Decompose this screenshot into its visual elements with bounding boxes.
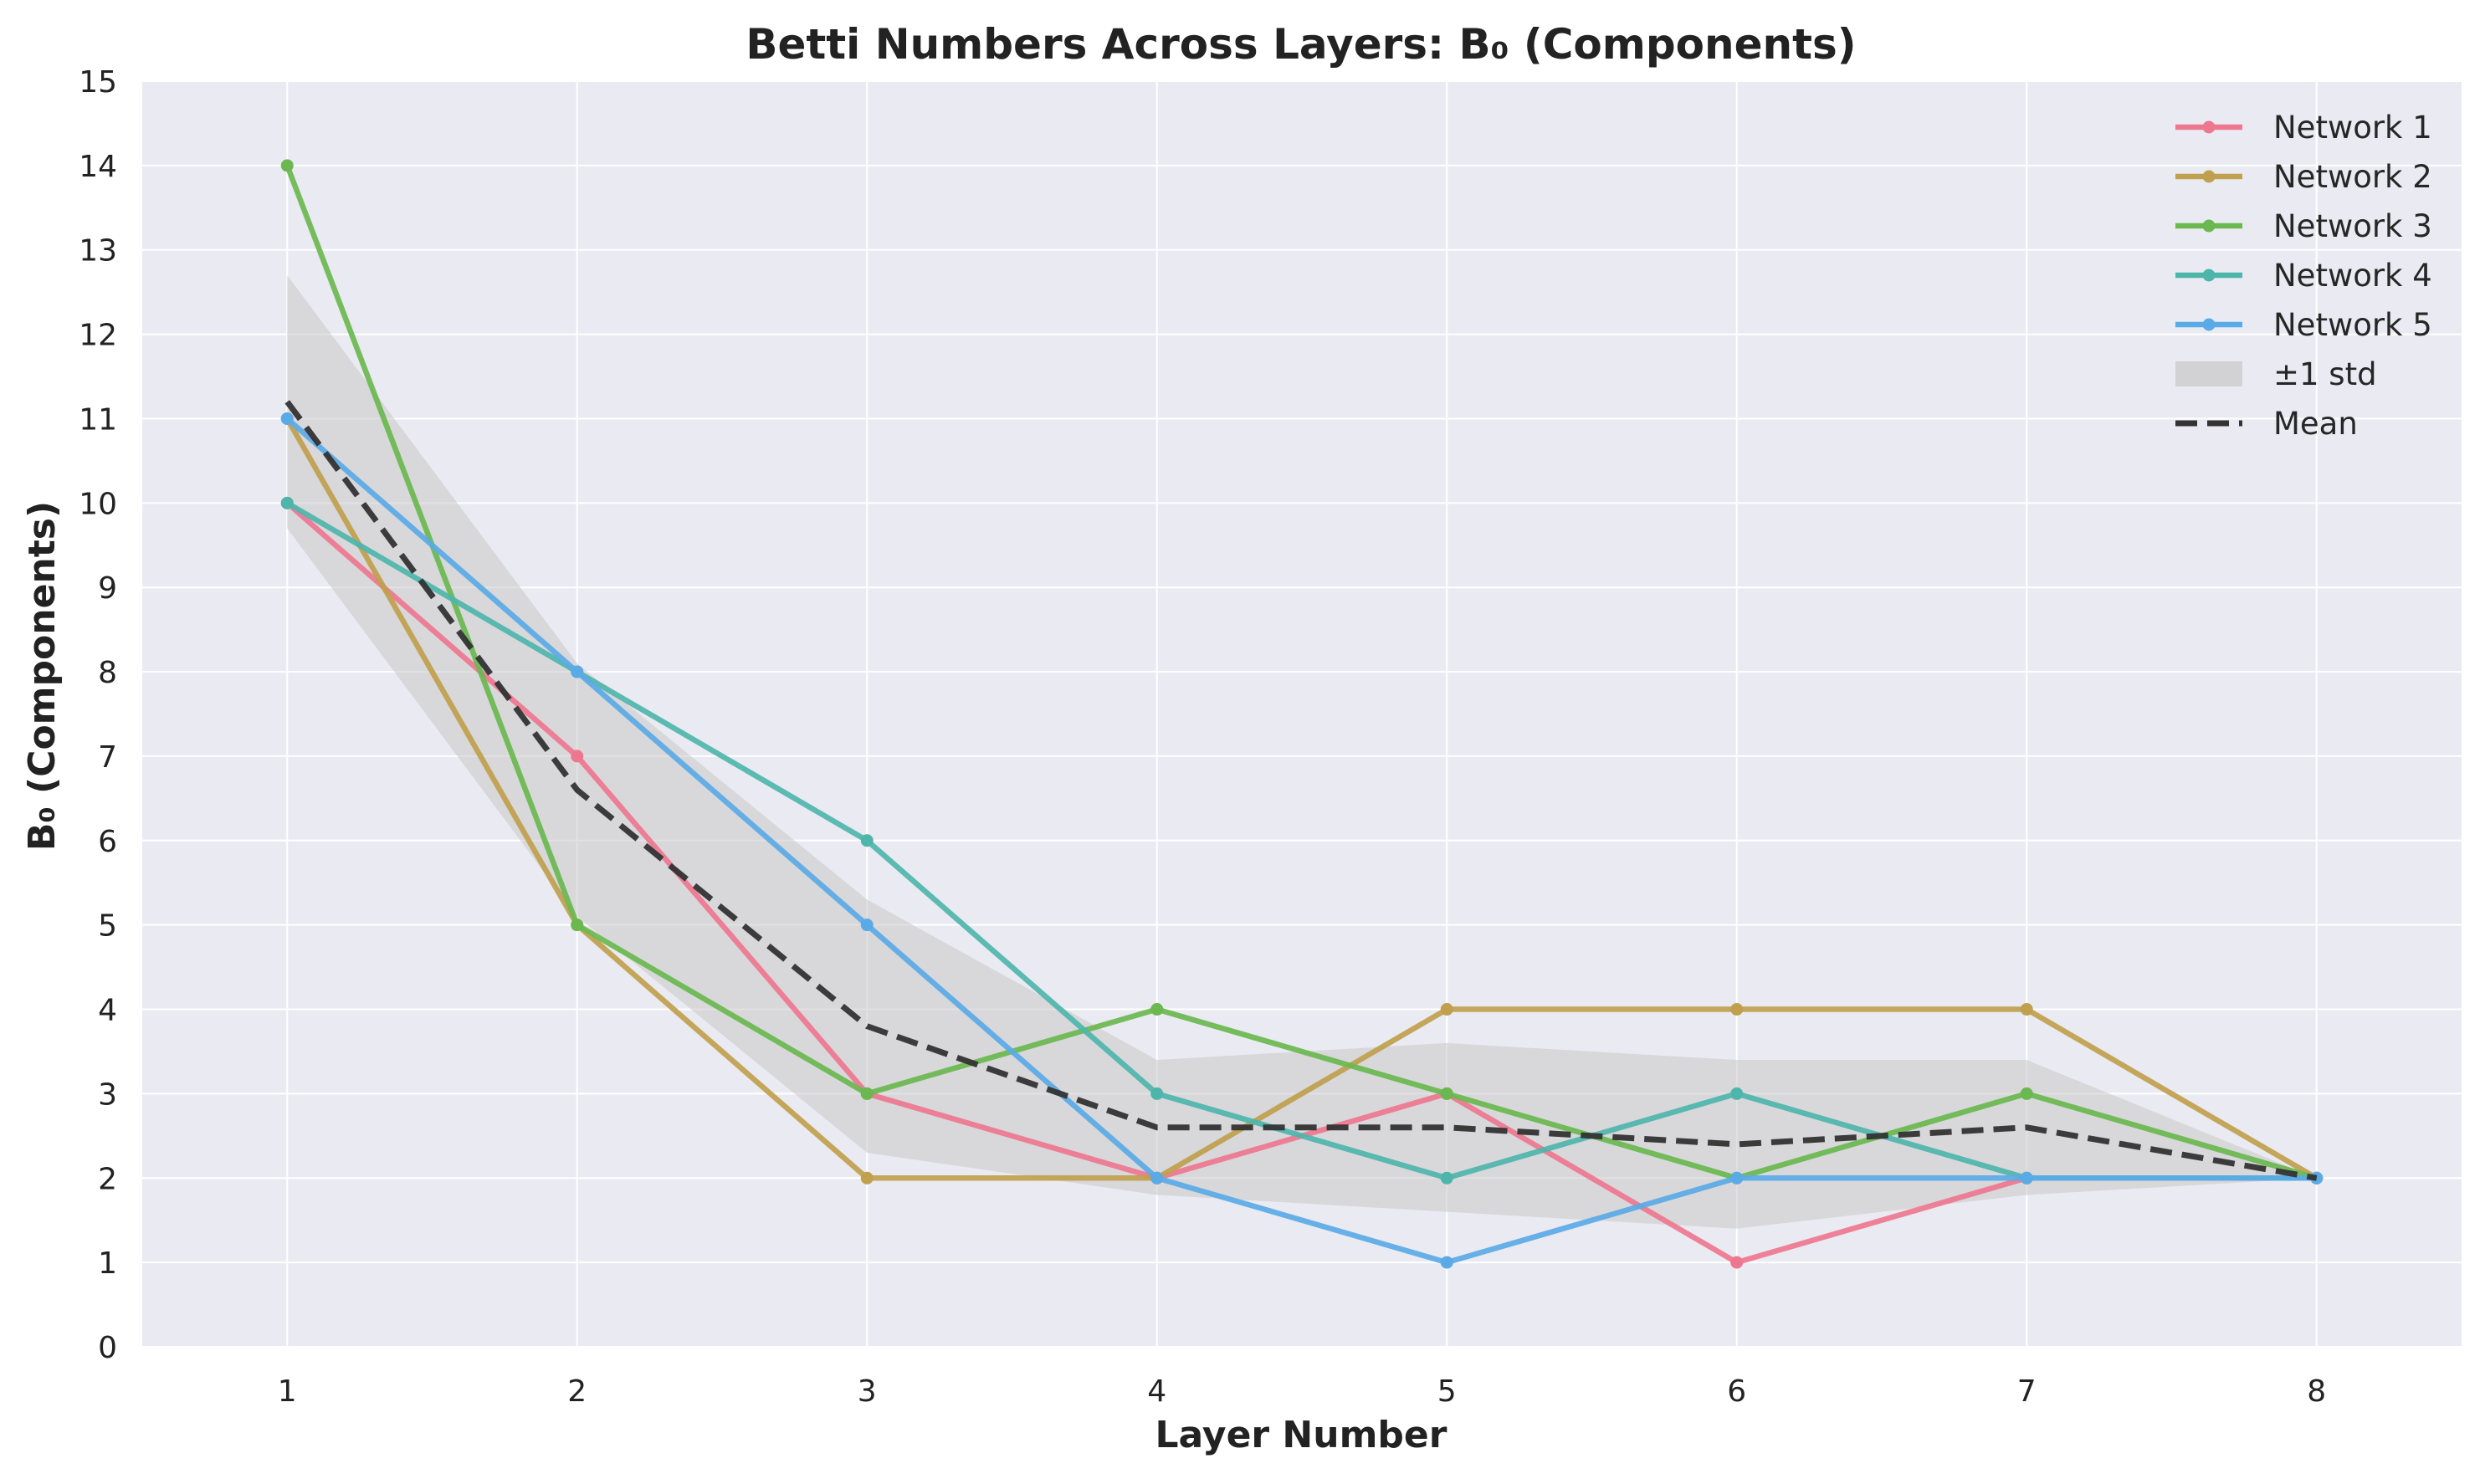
legend-label: Network 5 [2273,307,2432,343]
mean-layer [284,400,2318,1181]
x-tick-label: 2 [567,1374,587,1409]
data-point [1440,1171,1453,1185]
y-tick-label: 3 [98,1077,117,1112]
data-point [1440,1087,1453,1100]
series-line [284,416,2319,1181]
data-point [1730,1003,1744,1016]
y-tick-label: 0 [98,1331,117,1365]
legend-label: Network 1 [2273,110,2432,146]
legend-item: Mean [2175,406,2358,442]
y-tick-label: 8 [98,656,117,690]
legend-item: Network 1 [2175,110,2432,146]
data-point [280,496,294,509]
y-tick-label: 13 [79,234,117,269]
legend-item: Network 2 [2175,159,2432,195]
data-point [1150,1087,1164,1100]
y-tick-label: 12 [79,319,117,353]
series-line [284,416,2319,1266]
x-tick-label: 3 [858,1374,877,1409]
data-point [2020,1087,2033,1100]
data-point [280,159,294,172]
x-tick-label: 8 [2307,1374,2326,1409]
series-layer [280,159,2324,1269]
x-tick-label: 5 [1437,1374,1457,1409]
data-point [860,1171,874,1185]
grid-lines [142,80,2462,1348]
data-point [571,665,584,678]
data-point [1440,1256,1453,1269]
data-point [280,412,294,425]
legend-item: Network 5 [2175,307,2432,343]
x-tick-label: 7 [2017,1374,2037,1409]
data-point [2020,1003,2033,1016]
mean-line [284,400,2318,1181]
y-tick-label: 2 [98,1162,117,1196]
legend: Network 1 Network 2 Network 3 Network 4 Netw… [2175,110,2432,442]
legend-marker [2202,318,2216,331]
legend-marker [2202,269,2216,282]
legend-label: Network 2 [2273,159,2432,195]
y-axis-label: B₀ (Components) [21,501,64,851]
legend-item: ±1 std [2175,356,2377,392]
legend-label: Network 3 [2273,208,2432,244]
x-tick-label: 4 [1147,1374,1166,1409]
legend-label: Mean [2273,406,2358,442]
legend-item: Network 4 [2175,258,2432,294]
std-band-layer [287,274,2317,1229]
data-point [1730,1087,1744,1100]
data-point [860,1087,874,1100]
data-point [860,834,874,847]
y-tick-label: 1 [98,1246,117,1281]
std-band [287,274,2317,1229]
legend-label: ±1 std [2273,356,2377,392]
y-tick-label: 15 [79,65,117,100]
data-point [571,919,584,932]
data-point [1440,1003,1453,1016]
y-tick-label: 14 [79,150,117,184]
y-tick-label: 11 [79,402,117,437]
y-tick-label: 6 [98,825,117,859]
legend-marker [2202,170,2216,183]
y-tick-label: 4 [98,994,117,1028]
x-axis-label: Layer Number [1155,1414,1447,1456]
data-point [1730,1171,1744,1185]
legend-label: Network 4 [2273,258,2432,294]
y-tick-label: 7 [98,740,117,775]
x-tick-label: 1 [278,1374,297,1409]
x-tick-label: 6 [1727,1374,1746,1409]
y-tick-label: 9 [98,571,117,606]
legend-marker [2202,120,2216,134]
data-point [860,919,874,932]
legend-swatch [2175,361,2242,386]
data-point [571,750,584,763]
data-point [1730,1256,1744,1269]
data-point [2020,1171,2033,1185]
legend-item: Network 3 [2175,208,2432,244]
y-tick-label: 10 [79,487,117,521]
data-point [1150,1003,1164,1016]
series-line [284,162,2319,1181]
series-line [284,500,2319,1181]
y-tick-label: 5 [98,909,117,944]
chart-title: Betti Numbers Across Layers: B₀ (Compone… [746,20,1856,69]
legend-marker [2202,219,2216,233]
data-point [1150,1171,1164,1185]
